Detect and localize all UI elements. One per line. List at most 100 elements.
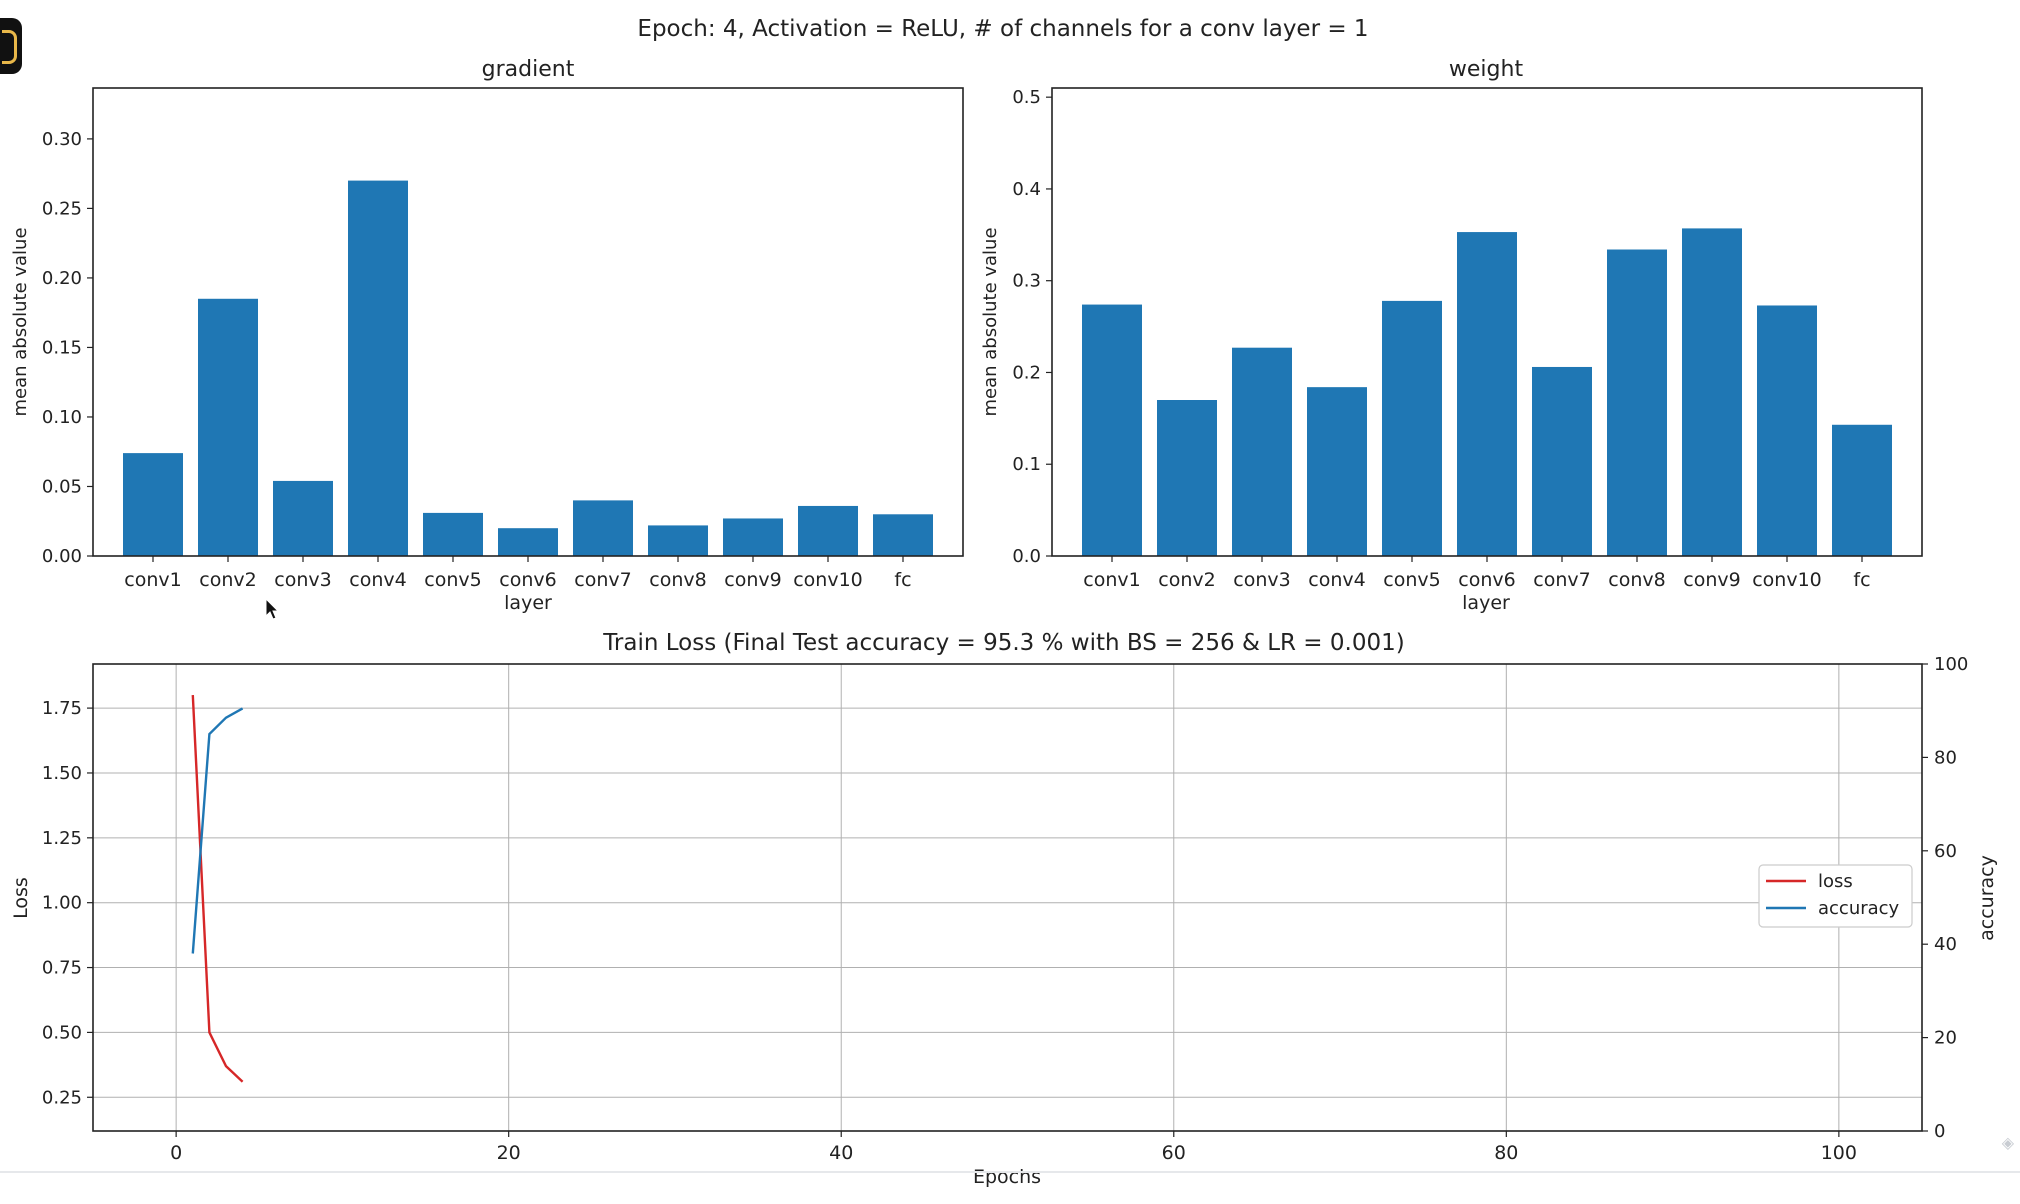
x-tick-label-weight: conv8 xyxy=(1608,569,1665,591)
y2-tick-label-accuracy: 20 xyxy=(1934,1028,1957,1049)
x-tick-label-weight: conv9 xyxy=(1683,569,1740,591)
series-line-loss xyxy=(191,695,244,1083)
y-tick-label-weight: 0.3 xyxy=(1012,271,1041,292)
scroll-hint-icon: ◈ xyxy=(2001,1133,2014,1152)
bar-weight-conv7 xyxy=(1532,366,1592,556)
x-tick-label-gradient: conv9 xyxy=(724,569,781,591)
x-axis-label-epochs: Epochs xyxy=(973,1166,1041,1188)
y2-tick-label-accuracy: 100 xyxy=(1934,654,1968,675)
x-tick-label-epochs: 80 xyxy=(1494,1142,1518,1164)
y2-tick-label-accuracy: 60 xyxy=(1934,841,1957,862)
x-axis-label-gradient: layer xyxy=(504,592,552,614)
y-tick-label-gradient: 0.15 xyxy=(42,337,82,358)
legend-label-accuracy: accuracy xyxy=(1818,898,1900,919)
bar-weight-conv6 xyxy=(1457,232,1517,556)
chart-title-gradient: gradient xyxy=(482,57,575,82)
y-tick-label-weight: 0.4 xyxy=(1012,179,1041,200)
y-tick-label-weight: 0.2 xyxy=(1012,362,1041,383)
x-tick-label-weight: conv4 xyxy=(1308,569,1365,591)
y2-axis-label-accuracy: accuracy xyxy=(1976,855,1998,941)
bar-weight-conv2 xyxy=(1157,400,1217,556)
bar-gradient-conv4 xyxy=(348,180,408,556)
x-tick-label-gradient: conv10 xyxy=(793,569,863,591)
bar-gradient-conv2 xyxy=(198,298,258,556)
x-tick-label-epochs: 40 xyxy=(829,1142,853,1164)
x-tick-label-weight: conv5 xyxy=(1383,569,1440,591)
y-tick-label-gradient: 0.20 xyxy=(42,268,82,289)
x-tick-label-weight: conv6 xyxy=(1458,569,1515,591)
x-tick-label-gradient: fc xyxy=(894,569,911,591)
y-tick-label-loss: 0.50 xyxy=(42,1022,82,1043)
y2-tick-label-accuracy: 80 xyxy=(1934,747,1957,768)
plot-frame-weight xyxy=(1051,87,1923,557)
y2-tick-label-accuracy: 40 xyxy=(1934,934,1957,955)
x-tick-label-gradient: conv4 xyxy=(349,569,406,591)
x-tick-label-weight: conv10 xyxy=(1752,569,1822,591)
bar-gradient-conv8 xyxy=(648,525,708,556)
x-tick-label-epochs: 0 xyxy=(170,1142,182,1164)
y-tick-label-gradient: 0.30 xyxy=(42,129,82,150)
x-tick-label-epochs: 20 xyxy=(497,1142,521,1164)
x-tick-label-weight: conv2 xyxy=(1158,569,1215,591)
bar-gradient-conv7 xyxy=(573,500,633,556)
x-tick-label-gradient: conv1 xyxy=(124,569,181,591)
y-tick-label-weight: 0.5 xyxy=(1012,87,1041,108)
series-line-accuracy xyxy=(191,707,244,954)
x-tick-label-gradient: conv7 xyxy=(574,569,631,591)
bar-weight-conv1 xyxy=(1082,304,1142,556)
y2-tick-label-accuracy: 0 xyxy=(1934,1121,1945,1142)
x-tick-label-gradient: conv5 xyxy=(424,569,481,591)
y-tick-label-gradient: 0.10 xyxy=(42,407,82,428)
y-tick-label-gradient: 0.25 xyxy=(42,198,82,219)
bar-gradient-conv1 xyxy=(123,453,183,556)
legend-label-loss: loss xyxy=(1818,871,1853,892)
x-tick-label-epochs: 100 xyxy=(1821,1142,1857,1164)
x-tick-label-weight: fc xyxy=(1853,569,1870,591)
bar-gradient-fc xyxy=(873,514,933,556)
x-tick-label-weight: conv1 xyxy=(1083,569,1140,591)
y-tick-label-gradient: 0.05 xyxy=(42,476,82,497)
bar-weight-conv8 xyxy=(1607,249,1667,556)
mouse-pointer-icon xyxy=(265,597,280,620)
y-tick-label-loss: 0.25 xyxy=(42,1087,82,1108)
y-axis-label-loss: Loss xyxy=(10,877,32,919)
bar-weight-conv9 xyxy=(1682,228,1742,556)
x-tick-label-epochs: 60 xyxy=(1162,1142,1186,1164)
bar-weight-conv5 xyxy=(1382,300,1442,556)
legend: loss accuracy xyxy=(1758,864,1913,928)
x-tick-label-gradient: conv2 xyxy=(199,569,256,591)
y-tick-label-gradient: 0.00 xyxy=(42,546,82,567)
bar-gradient-conv3 xyxy=(273,480,333,556)
weight-bar-chart: weight layer mean absolute value conv1 co… xyxy=(980,57,1923,614)
y-tick-label-weight: 0.0 xyxy=(1012,546,1041,567)
x-tick-label-gradient: conv8 xyxy=(649,569,706,591)
plot-frame-loss xyxy=(92,663,1923,1132)
bar-gradient-conv5 xyxy=(423,512,483,556)
bar-gradient-conv6 xyxy=(498,528,558,556)
plot-frame-gradient xyxy=(92,87,964,557)
y-tick-label-loss: 1.75 xyxy=(42,698,82,719)
bar-weight-conv10 xyxy=(1757,305,1817,556)
y-tick-label-loss: 1.50 xyxy=(42,763,82,784)
bar-weight-fc xyxy=(1832,424,1892,556)
bar-weight-conv3 xyxy=(1232,347,1292,556)
x-tick-label-gradient: conv3 xyxy=(274,569,331,591)
y-axis-label-gradient: mean absolute value xyxy=(10,227,31,416)
y-tick-label-loss: 0.75 xyxy=(42,958,82,979)
y-tick-label-loss: 1.25 xyxy=(42,828,82,849)
bar-gradient-conv10 xyxy=(798,505,858,556)
y-axis-label-weight: mean absolute value xyxy=(980,227,1001,416)
y-tick-label-loss: 1.00 xyxy=(42,893,82,914)
chart-title-loss: Train Loss (Final Test accuracy = 95.3 %… xyxy=(602,630,1404,656)
figure-title: Epoch: 4, Activation = ReLU, # of channe… xyxy=(637,16,1368,42)
app-badge-icon xyxy=(0,18,22,74)
gradient-bar-chart: gradient layer mean absolute value conv1… xyxy=(10,57,964,614)
x-axis-label-weight: layer xyxy=(1462,592,1510,614)
x-tick-label-weight: conv3 xyxy=(1233,569,1290,591)
y-tick-label-weight: 0.1 xyxy=(1012,454,1041,475)
bar-weight-conv4 xyxy=(1307,387,1367,556)
chart-title-weight: weight xyxy=(1449,57,1524,82)
bar-gradient-conv9 xyxy=(723,518,783,556)
x-tick-label-gradient: conv6 xyxy=(499,569,556,591)
